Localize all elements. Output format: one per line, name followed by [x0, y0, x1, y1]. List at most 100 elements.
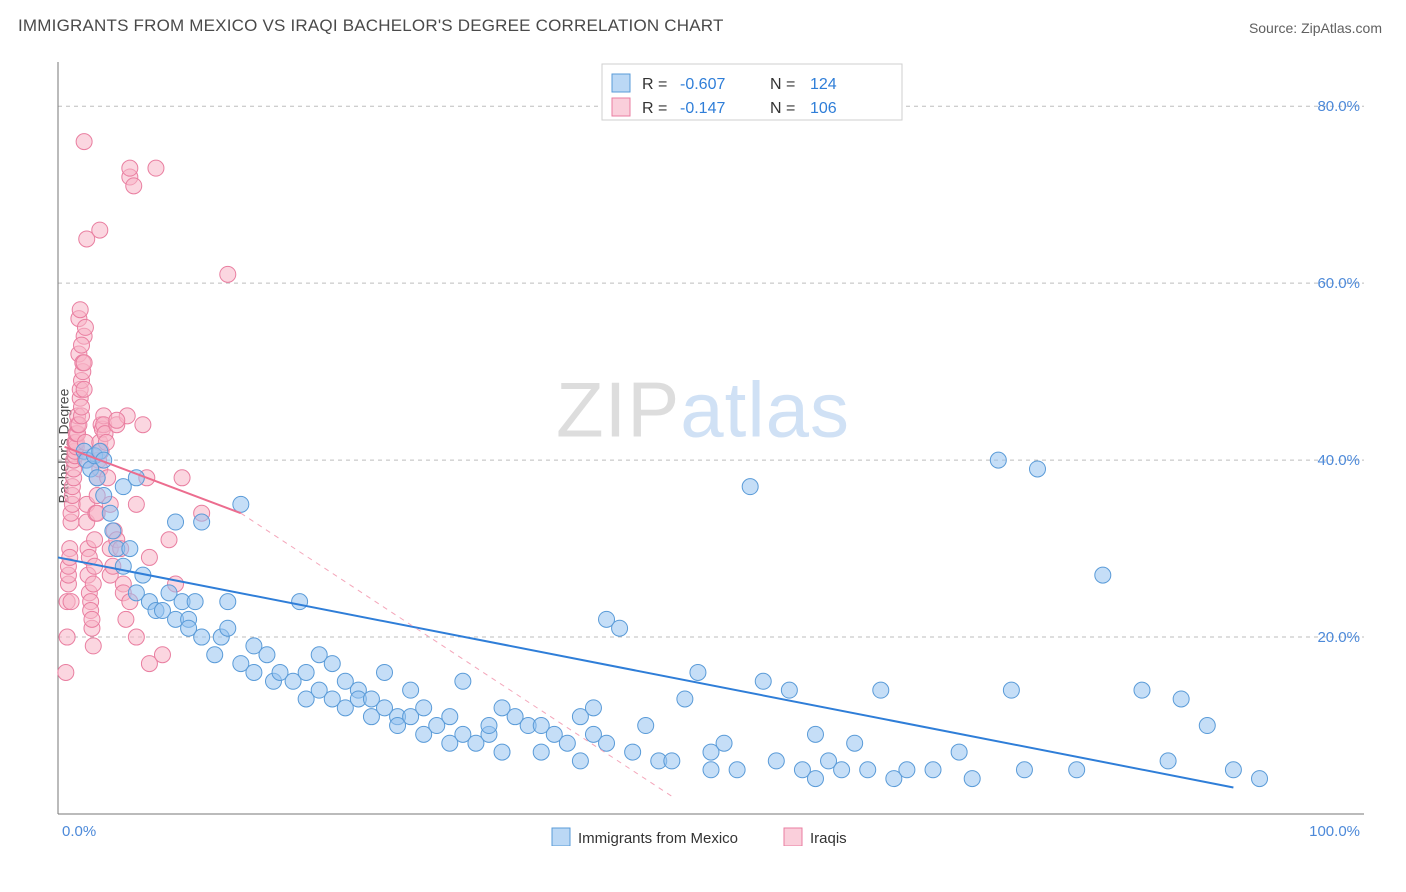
data-point-mexico [612, 620, 628, 636]
stats-n-label: N = [770, 76, 795, 93]
data-point-mexico [677, 691, 693, 707]
data-point-mexico [1160, 753, 1176, 769]
data-point-mexico [1030, 461, 1046, 477]
data-point-mexico [533, 744, 549, 760]
data-point-iraqis [148, 160, 164, 176]
legend-swatch [784, 828, 802, 846]
data-point-mexico [494, 744, 510, 760]
data-point-mexico [1173, 691, 1189, 707]
data-point-mexico [990, 452, 1006, 468]
stats-r-value: -0.147 [680, 100, 725, 117]
data-point-mexico [1095, 567, 1111, 583]
scatter-chart: 20.0%40.0%60.0%80.0%0.0%100.0%R =-0.607N… [46, 54, 1378, 846]
data-point-iraqis [161, 532, 177, 548]
data-point-mexico [220, 620, 236, 636]
data-point-mexico [1225, 762, 1241, 778]
data-point-mexico [807, 771, 823, 787]
data-point-mexico [729, 762, 745, 778]
x-tick-label: 100.0% [1309, 823, 1360, 840]
data-point-mexico [625, 744, 641, 760]
data-point-mexico [781, 682, 797, 698]
data-point-iraqis [76, 134, 92, 150]
trend-line-mexico [58, 557, 1233, 787]
data-point-iraqis [122, 160, 138, 176]
trend-line-iraqis-extrapolated [241, 513, 672, 796]
data-point-mexico [220, 594, 236, 610]
data-point-iraqis [76, 355, 92, 371]
chart-title: IMMIGRANTS FROM MEXICO VS IRAQI BACHELOR… [18, 16, 724, 36]
data-point-mexico [807, 726, 823, 742]
data-point-mexico [1069, 762, 1085, 778]
data-point-mexico [403, 682, 419, 698]
data-point-iraqis [220, 266, 236, 282]
data-point-mexico [96, 488, 112, 504]
data-point-iraqis [85, 638, 101, 654]
source-attribution: Source: ZipAtlas.com [1249, 20, 1382, 36]
data-point-mexico [298, 664, 314, 680]
data-point-mexico [1252, 771, 1268, 787]
stats-n-value: 106 [810, 100, 837, 117]
data-point-iraqis [141, 549, 157, 565]
data-point-mexico [233, 496, 249, 512]
data-point-mexico [873, 682, 889, 698]
data-point-iraqis [76, 381, 92, 397]
stats-r-label: R = [642, 100, 667, 117]
data-point-iraqis [128, 629, 144, 645]
data-point-mexico [187, 594, 203, 610]
data-point-iraqis [74, 337, 90, 353]
data-point-mexico [599, 735, 615, 751]
x-tick-label: 0.0% [62, 823, 96, 840]
data-point-mexico [1003, 682, 1019, 698]
data-point-iraqis [72, 302, 88, 318]
y-tick-label: 80.0% [1317, 98, 1360, 115]
data-point-mexico [377, 664, 393, 680]
data-point-mexico [194, 514, 210, 530]
data-point-mexico [638, 718, 654, 734]
data-point-iraqis [118, 611, 134, 627]
data-point-iraqis [87, 532, 103, 548]
data-point-mexico [102, 505, 118, 521]
data-point-mexico [951, 744, 967, 760]
data-point-mexico [768, 753, 784, 769]
stats-r-value: -0.607 [680, 76, 725, 93]
data-point-mexico [292, 594, 308, 610]
data-point-mexico [194, 629, 210, 645]
data-point-mexico [168, 514, 184, 530]
data-point-mexico [246, 664, 262, 680]
data-point-iraqis [62, 549, 78, 565]
stats-n-label: N = [770, 100, 795, 117]
data-point-mexico [755, 673, 771, 689]
data-point-iraqis [58, 664, 74, 680]
data-point-mexico [559, 735, 575, 751]
data-point-mexico [1134, 682, 1150, 698]
data-point-mexico [324, 656, 340, 672]
data-point-iraqis [154, 647, 170, 663]
data-point-mexico [834, 762, 850, 778]
data-point-iraqis [128, 496, 144, 512]
source-label: Source: [1249, 20, 1301, 36]
data-point-iraqis [77, 319, 93, 335]
data-point-iraqis [92, 222, 108, 238]
data-point-mexico [847, 735, 863, 751]
data-point-mexico [105, 523, 121, 539]
data-point-mexico [1016, 762, 1032, 778]
data-point-mexico [416, 700, 432, 716]
data-point-mexico [89, 470, 105, 486]
y-tick-label: 20.0% [1317, 629, 1360, 646]
data-point-mexico [716, 735, 732, 751]
legend-swatch [552, 828, 570, 846]
data-point-iraqis [174, 470, 190, 486]
legend-label: Iraqis [810, 830, 847, 846]
data-point-mexico [207, 647, 223, 663]
data-point-iraqis [74, 399, 90, 415]
data-point-mexico [742, 479, 758, 495]
data-point-iraqis [135, 417, 151, 433]
data-point-mexico [122, 541, 138, 557]
data-point-mexico [481, 718, 497, 734]
stats-r-label: R = [642, 76, 667, 93]
y-tick-label: 60.0% [1317, 275, 1360, 292]
data-point-mexico [442, 709, 458, 725]
plot-svg: 20.0%40.0%60.0%80.0%0.0%100.0%R =-0.607N… [46, 54, 1378, 846]
data-point-iraqis [126, 178, 142, 194]
data-point-iraqis [109, 412, 125, 428]
